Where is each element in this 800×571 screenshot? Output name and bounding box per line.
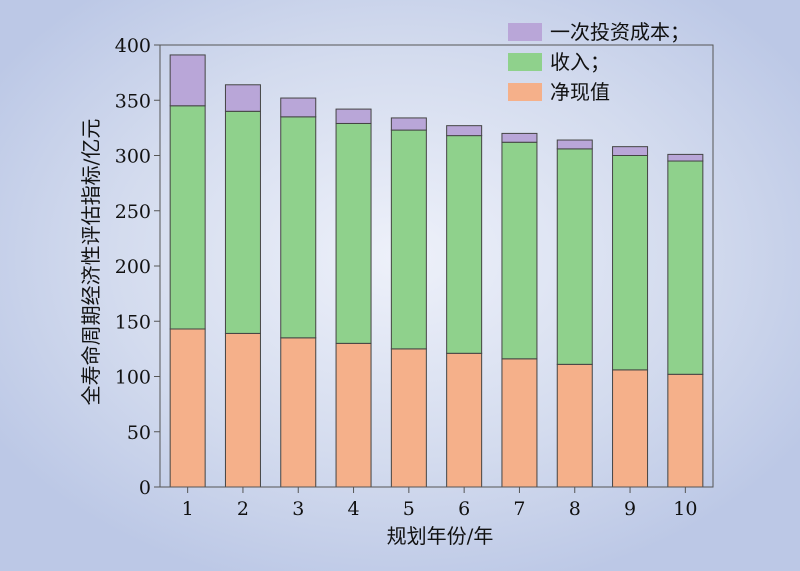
bar-segment-s2-c3 bbox=[335, 108, 372, 124]
bars-layer bbox=[169, 54, 704, 488]
y-tick-label-1: 50 bbox=[127, 422, 151, 444]
bar-segment-s0-c2 bbox=[280, 337, 317, 488]
bar-segment-s1-c0 bbox=[169, 105, 206, 330]
bar-segment-s0-c9 bbox=[667, 373, 704, 488]
bar-segment-s2-c2 bbox=[280, 97, 317, 118]
x-tick-label-8: 9 bbox=[624, 498, 636, 520]
bar-segment-s1-c4 bbox=[390, 129, 427, 350]
y-tick-label-5: 250 bbox=[115, 201, 151, 223]
bar-segment-s0-c0 bbox=[169, 328, 206, 488]
x-tick-label-9: 10 bbox=[673, 498, 697, 520]
bar-segment-s2-c6 bbox=[501, 132, 538, 143]
x-tick-label-7: 8 bbox=[569, 498, 581, 520]
bar-segment-s0-c4 bbox=[390, 348, 427, 488]
x-tick-label-1: 2 bbox=[237, 498, 249, 520]
x-tick-label-4: 5 bbox=[403, 498, 415, 520]
bar-segment-s1-c8 bbox=[612, 155, 649, 371]
bar-segment-s1-c3 bbox=[335, 122, 372, 344]
bar-segment-s2-c9 bbox=[667, 153, 704, 162]
bar-segment-s1-c5 bbox=[446, 135, 483, 354]
axes-layer: 0 50 100 150 200 250 300 350 400 1 2 3 4 5 6 7 8 9 10 bbox=[115, 35, 714, 520]
bar-segment-s2-c7 bbox=[556, 139, 593, 150]
legend-swatch-1 bbox=[508, 53, 542, 71]
bar-segment-s0-c5 bbox=[446, 352, 483, 488]
bar-segment-s2-c4 bbox=[390, 117, 427, 131]
bar-segment-s0-c7 bbox=[556, 363, 593, 488]
y-axis-title: 全寿命周期经济性评估指标/亿元 bbox=[79, 119, 103, 406]
bar-segment-s1-c6 bbox=[501, 141, 538, 360]
bar-segment-s1-c9 bbox=[667, 160, 704, 375]
y-tick-label-6: 300 bbox=[115, 146, 151, 168]
bar-segment-s1-c7 bbox=[556, 148, 593, 365]
legend-label-1: 收入； bbox=[550, 50, 610, 74]
bar-segment-s0-c8 bbox=[612, 369, 649, 488]
x-tick-label-5: 6 bbox=[458, 498, 470, 520]
bar-segment-s0-c6 bbox=[501, 358, 538, 488]
bar-segment-s2-c8 bbox=[612, 146, 649, 157]
legend-swatch-2 bbox=[508, 23, 542, 41]
x-tick-label-2: 3 bbox=[292, 498, 304, 520]
y-tick-label-3: 150 bbox=[115, 311, 151, 333]
y-tick-label-7: 350 bbox=[115, 90, 151, 112]
x-tick-label-6: 7 bbox=[513, 498, 525, 520]
bar-segment-s1-c1 bbox=[224, 110, 261, 334]
legend-label-2: 一次投资成本； bbox=[550, 20, 690, 44]
bar-segment-s0-c1 bbox=[224, 332, 261, 488]
y-tick-label-4: 200 bbox=[115, 256, 151, 278]
legend: 一次投资成本； 收入； 净现值 bbox=[508, 20, 690, 104]
legend-label-0: 净现值 bbox=[550, 80, 610, 104]
x-tick-label-0: 1 bbox=[182, 498, 194, 520]
bar-segment-s2-c0 bbox=[169, 54, 206, 107]
bar-segment-s2-c1 bbox=[224, 84, 261, 112]
x-tick-label-3: 4 bbox=[348, 498, 360, 520]
x-axis-title: 规划年份/年 bbox=[387, 524, 494, 548]
y-tick-label-0: 0 bbox=[139, 477, 151, 499]
bar-segment-s1-c2 bbox=[280, 116, 317, 339]
y-tick-label-8: 400 bbox=[115, 35, 151, 57]
bar-segment-s2-c5 bbox=[446, 125, 483, 137]
legend-swatch-0 bbox=[508, 83, 542, 101]
bar-segment-s0-c3 bbox=[335, 342, 372, 488]
y-tick-label-2: 100 bbox=[115, 367, 151, 389]
